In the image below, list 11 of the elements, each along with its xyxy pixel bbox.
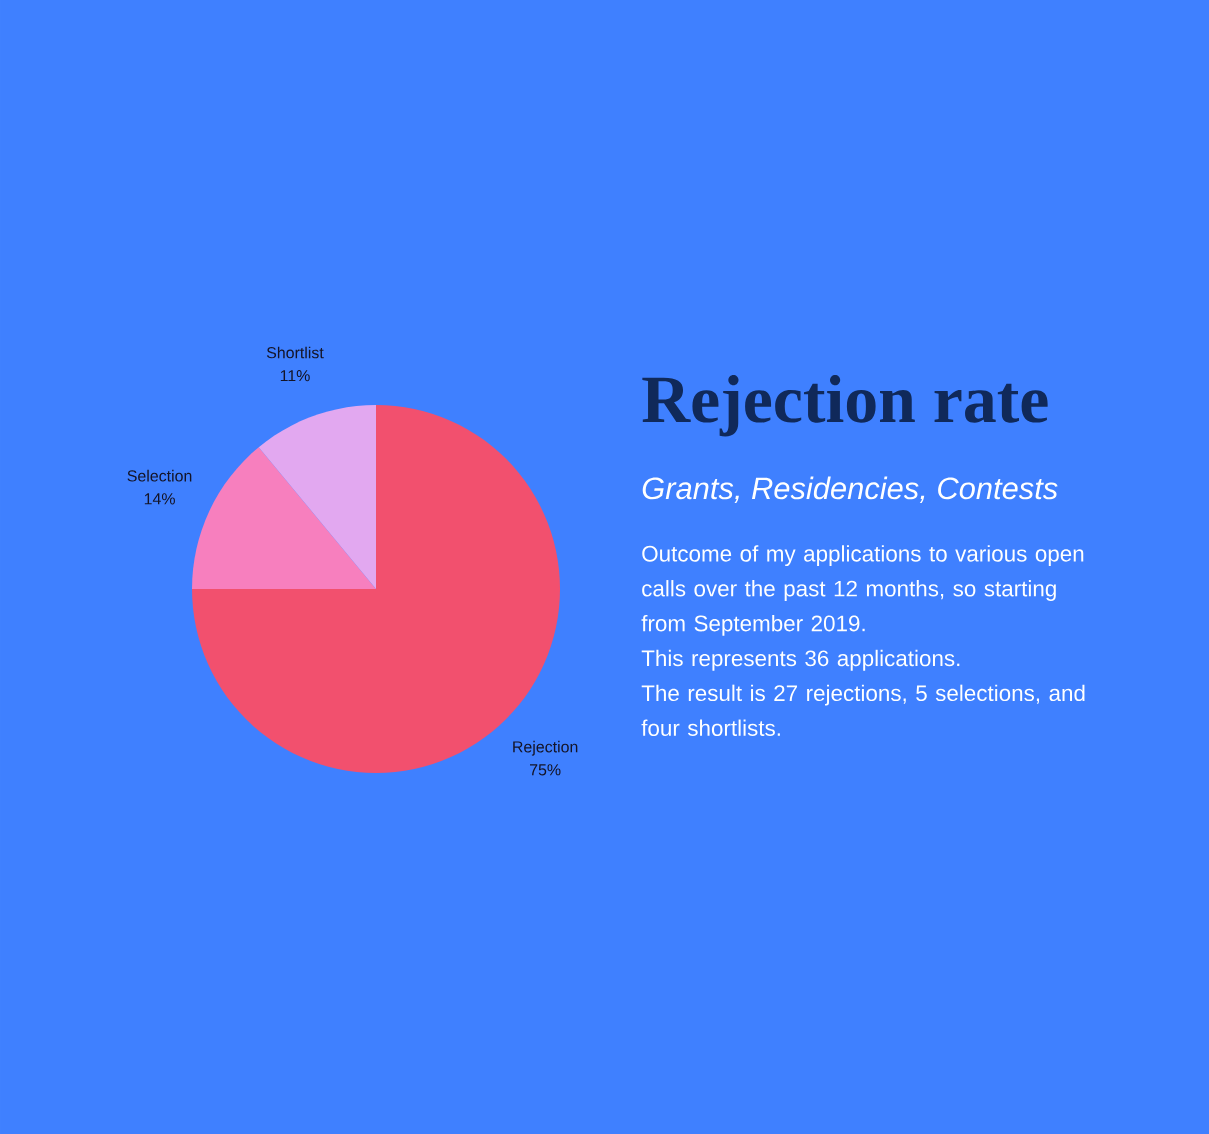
text: Rejection rate bbox=[642, 374, 1048, 437]
text: This represents 36 applications. bbox=[641, 649, 960, 671]
slice-label: Rejection bbox=[513, 740, 578, 756]
data-label: 75% bbox=[530, 764, 561, 776]
data-label: 14% bbox=[144, 493, 175, 505]
text: The result is 27 rejections, 5 selections, and four shortlists. bbox=[641, 684, 1085, 736]
data-label: 11% bbox=[280, 370, 310, 382]
text: Outcome of my applications to various open calls over the past 12 months, so starting from September 2019. bbox=[641, 545, 1084, 636]
slice-label: Selection bbox=[127, 469, 192, 482]
slice-label: Shortlist bbox=[266, 346, 324, 359]
text: Grants, Residencies, Contests bbox=[642, 476, 1058, 503]
